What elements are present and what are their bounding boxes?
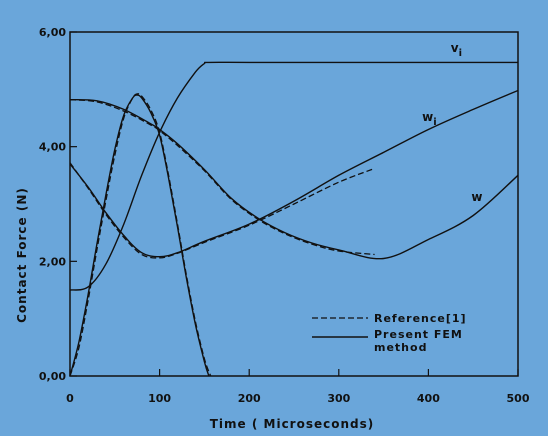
x-tick-label: 200 (238, 392, 261, 405)
curve-label-w: w (471, 190, 482, 204)
series-line-w-present-fem (69, 89, 519, 258)
x-axis-ticks: 0 100 200 300 400 500 (66, 369, 530, 405)
series-line-contact-force-reference (69, 93, 212, 377)
x-tick-label: 500 (507, 392, 530, 405)
series-line-w-i-present-fem (69, 98, 519, 260)
x-tick-label: 300 (327, 392, 350, 405)
series-line-v-i-present-fem (69, 61, 518, 291)
legend-label-present-fem: Present FEM method (374, 328, 468, 354)
series-line-w-reference (69, 162, 375, 259)
curve-label-w-i: wi (422, 110, 437, 128)
y-axis-ticks: 0,00 2,00 4,00 6,00 (39, 26, 77, 383)
y-tick-label: 0,00 (39, 370, 66, 383)
curve-label-v-i: vi (451, 41, 462, 59)
x-tick-label: 0 (66, 392, 74, 405)
y-tick-label: 4,00 (39, 141, 66, 154)
y-tick-label: 2,00 (39, 255, 66, 268)
curves (69, 61, 519, 377)
series-line-w-i-reference (69, 99, 375, 256)
curve-annotations: vi wi w (422, 41, 482, 204)
legend-label-reference: Reference[1] (374, 312, 467, 325)
y-axis-title: Contact Force (N) (15, 187, 29, 323)
x-tick-label: 400 (417, 392, 440, 405)
x-tick-label: 100 (148, 392, 171, 405)
x-axis-title: Time ( Microseconds) (210, 417, 375, 431)
legend: Reference[1] Present FEM method (312, 312, 468, 354)
y-tick-label: 6,00 (39, 26, 66, 39)
